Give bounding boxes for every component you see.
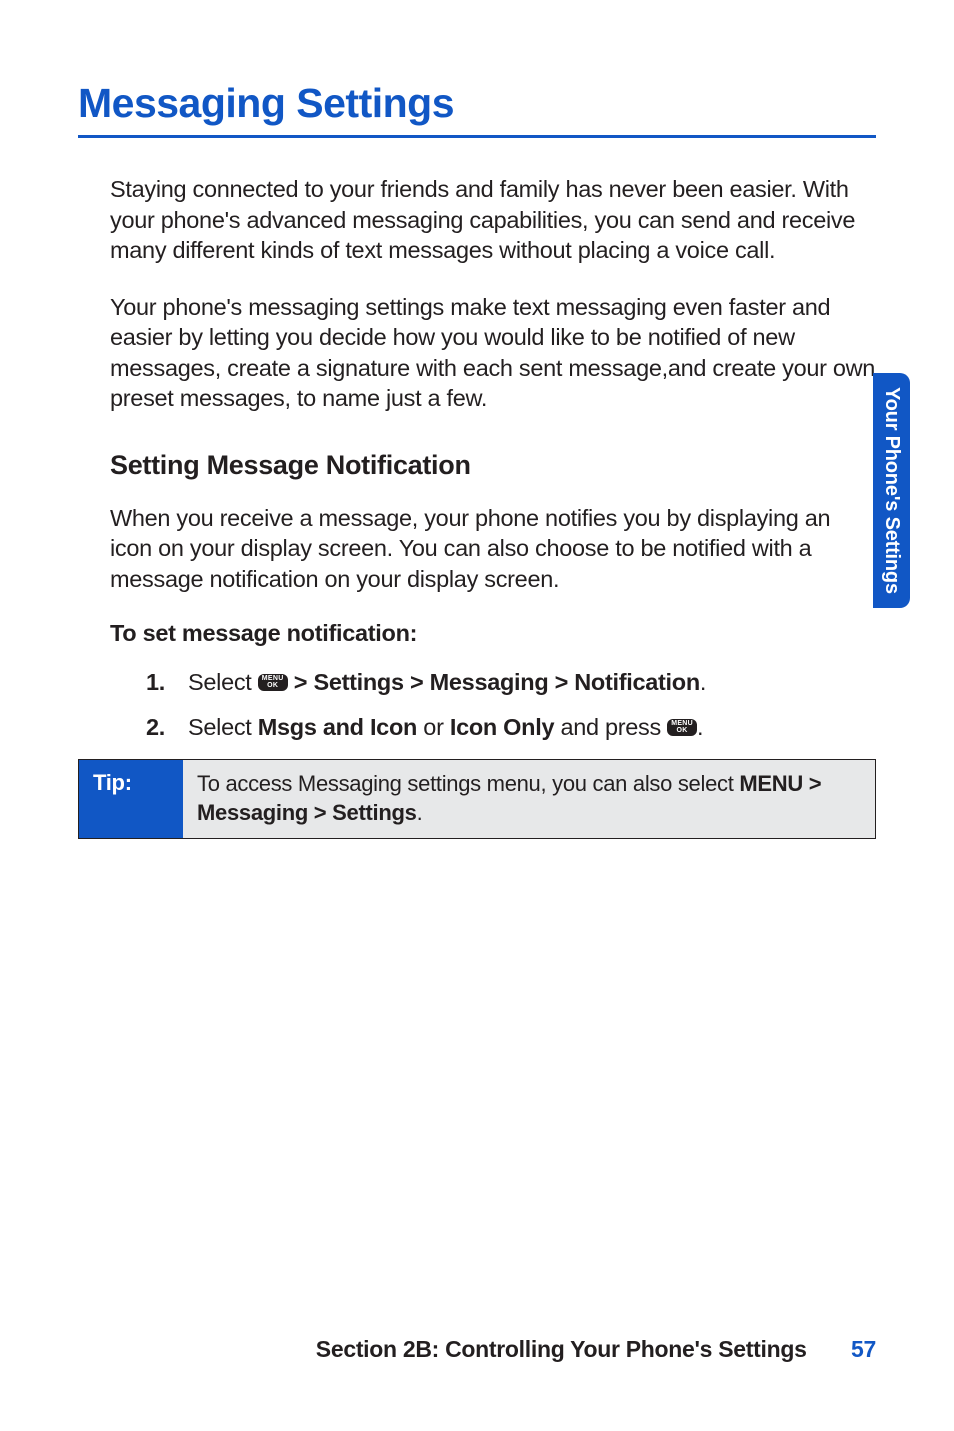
step-2: 2. Select Msgs and Icon or Icon Only and… xyxy=(146,714,876,741)
intro-paragraph-1: Staying connected to your friends and fa… xyxy=(110,174,876,266)
page-title: Messaging Settings xyxy=(78,80,876,127)
steps-list: 1. Select MENUOK > Settings > Messaging … xyxy=(110,669,876,741)
instruction-lead: To set message notification: xyxy=(110,620,876,647)
section-heading: Setting Message Notification xyxy=(110,450,876,481)
step-text-bold-1: Msgs and Icon xyxy=(258,714,417,740)
step-text-bold-2: Icon Only xyxy=(450,714,554,740)
page-footer: Section 2B: Controlling Your Phone's Set… xyxy=(0,1336,954,1363)
tip-box: Tip: To access Messaging settings menu, … xyxy=(78,759,876,838)
step-text-post-1: and press xyxy=(554,714,667,740)
step-number: 2. xyxy=(146,714,165,741)
section-paragraph: When you receive a message, your phone n… xyxy=(110,503,876,595)
footer-page-number: 57 xyxy=(851,1336,876,1362)
step-text-post: . xyxy=(700,669,706,695)
menu-ok-icon: MENUOK xyxy=(667,719,697,736)
footer-section-label: Section 2B: Controlling Your Phone's Set… xyxy=(316,1336,807,1362)
step-number: 1. xyxy=(146,669,165,696)
step-text-bold: > Settings > Messaging > Notification xyxy=(288,669,700,695)
step-text-mid: or xyxy=(417,714,450,740)
intro-paragraph-2: Your phone's messaging settings make tex… xyxy=(110,292,876,414)
tip-text-pre: To access Messaging settings menu, you c… xyxy=(197,771,739,796)
tip-content: To access Messaging settings menu, you c… xyxy=(183,760,875,837)
side-tab: Your Phone's Settings xyxy=(873,373,910,608)
title-rule xyxy=(78,135,876,138)
step-1: 1. Select MENUOK > Settings > Messaging … xyxy=(146,669,876,696)
step-text-pre: Select xyxy=(188,714,258,740)
tip-text-post: . xyxy=(417,800,423,825)
step-text-pre: Select xyxy=(188,669,258,695)
tip-label: Tip: xyxy=(79,760,183,837)
step-text-post-2: . xyxy=(697,714,703,740)
menu-ok-icon: MENUOK xyxy=(258,674,288,691)
